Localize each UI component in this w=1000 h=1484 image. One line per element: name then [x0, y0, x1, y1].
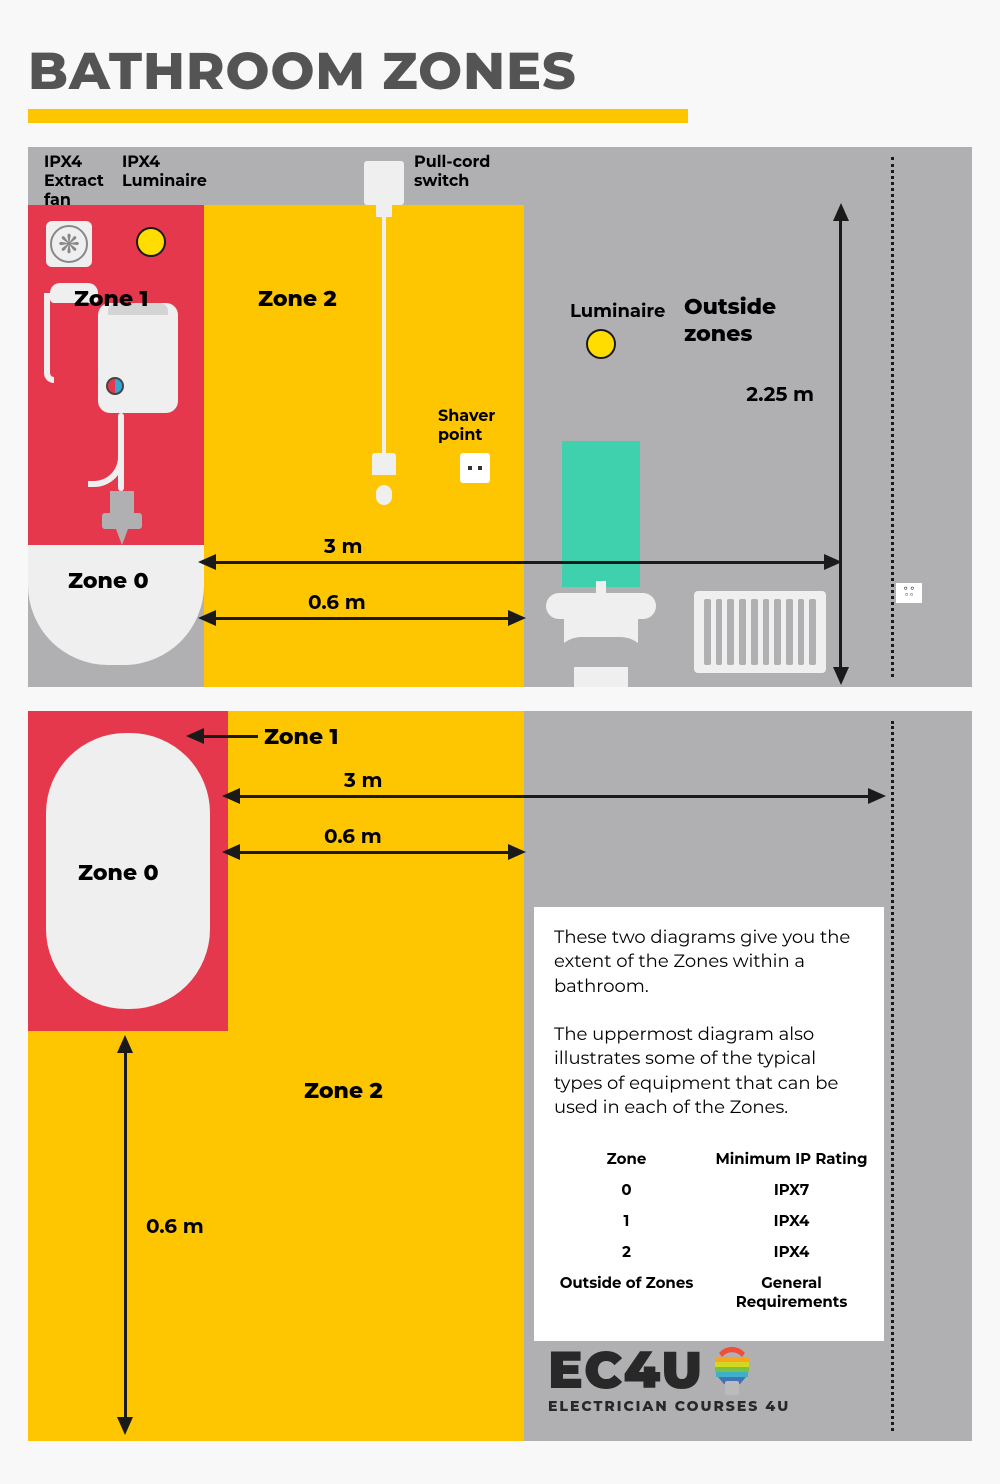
logo-text: EC4U: [548, 1339, 703, 1402]
bath-side-icon: [28, 545, 204, 665]
arrow-r-icon: [824, 554, 842, 570]
wall-boundary-plan: [891, 721, 894, 1431]
shaver-point-icon: [460, 453, 490, 483]
bulb-icon: [713, 1347, 751, 1395]
ip-rating-table: Zone Minimum IP Rating 0 IPX7 1 IPX4 2 I…: [534, 1125, 884, 1341]
description-box: These two diagrams give you the extent o…: [534, 907, 884, 1137]
shaver-label: Shaver point: [438, 407, 495, 445]
dim-3m-text: 3 m: [324, 535, 362, 559]
arrow-r2-icon: [508, 610, 526, 626]
dim-06m-plan-line: [234, 851, 514, 854]
extract-fan-icon: ❋: [46, 221, 92, 267]
outside-zones-label: Outside zones: [684, 293, 776, 347]
zone0-plan-label: Zone 0: [78, 859, 159, 886]
shower-unit-icon: [98, 303, 178, 413]
ipx4-luminaire-label: IPX4 Luminaire: [122, 153, 207, 191]
wall-boundary-line: [891, 157, 894, 677]
zone1-pointer-arrow: [186, 728, 204, 744]
shower-nozzle-icon: [110, 491, 134, 525]
table-row: General Requirements: [709, 1273, 874, 1311]
dim-3m-plan-text: 3 m: [344, 769, 382, 793]
cistern-icon: [562, 441, 640, 587]
table-row: 1: [544, 1211, 709, 1230]
zone1-plan-label: Zone 1: [264, 723, 338, 750]
luminaire-label: Luminaire: [570, 301, 665, 323]
desc-p2: The uppermost diagram also illustrates s…: [554, 1022, 864, 1119]
arrow-r4-icon: [508, 844, 526, 860]
table-row: IPX7: [709, 1180, 874, 1199]
arrow-down-icon: [833, 667, 849, 685]
dim-3m-plan-line: [234, 795, 874, 798]
pull-cord-label: Pull-cord switch: [414, 153, 490, 191]
zone0-label: Zone 0: [68, 567, 149, 594]
dim-06m-plan-text: 0.6 m: [324, 825, 382, 849]
arrow-u2-icon: [117, 1035, 133, 1053]
zone1-pointer-line: [198, 735, 258, 738]
dim-06m-depth-line: [124, 1047, 127, 1423]
table-row: 2: [544, 1242, 709, 1261]
socket-icon: ⸰ ⸰▫ ▫: [896, 583, 922, 603]
shower-rail-icon: [44, 293, 54, 383]
plan-diagram: Zone 0 Zone 2 Zone 1 3 m 0.6 m 0.6 m The…: [28, 711, 972, 1441]
pull-cord-string-icon: [382, 205, 386, 465]
dim-06m-text: 0.6 m: [308, 591, 366, 615]
table-row: Outside of Zones: [544, 1273, 709, 1311]
arrow-d2-icon: [117, 1417, 133, 1435]
elevation-diagram: IPX4 Extract fan IPX4 Luminaire Pull-cor…: [28, 147, 972, 687]
pull-cord-box-icon: [364, 161, 404, 205]
arrow-l4-icon: [222, 844, 240, 860]
dim-225m-text: 2.25 m: [746, 383, 814, 407]
logo-subtitle: ELECTRICIAN COURSES 4U: [548, 1397, 790, 1415]
dim-06m-line: [210, 617, 514, 620]
zone1-label: Zone 1: [74, 285, 148, 312]
dim-3m-line: [210, 561, 830, 564]
table-row: IPX4: [709, 1242, 874, 1261]
ec4u-logo: EC4U: [548, 1339, 751, 1402]
shower-dial-icon: [106, 377, 124, 395]
zone2-label: Zone 2: [258, 285, 337, 312]
table-row: 0: [544, 1180, 709, 1199]
dim-06m-depth-text: 0.6 m: [146, 1215, 204, 1239]
title-underline: [28, 109, 688, 123]
arrow-l-icon: [198, 554, 216, 570]
table-header-rating: Minimum IP Rating: [709, 1149, 874, 1168]
extract-fan-label: IPX4 Extract fan: [44, 153, 104, 211]
arrow-l3-icon: [222, 788, 240, 804]
luminaire2-icon: [586, 329, 616, 359]
arrow-r3-icon: [868, 788, 886, 804]
pull-cord-knob-icon: [376, 485, 392, 505]
luminaire-icon: [136, 227, 166, 257]
arrow-up-icon: [833, 203, 849, 221]
toilet-bowl-icon: [564, 615, 638, 655]
page-title: BATHROOM ZONES: [0, 0, 1000, 109]
radiator-icon: [694, 591, 826, 673]
dim-225m-line: [839, 211, 842, 671]
arrow-l2-icon: [198, 610, 216, 626]
table-row: IPX4: [709, 1211, 874, 1230]
desc-p1: These two diagrams give you the extent o…: [554, 925, 864, 998]
zone2-plan-label: Zone 2: [304, 1077, 383, 1104]
table-header-zone: Zone: [544, 1149, 709, 1168]
